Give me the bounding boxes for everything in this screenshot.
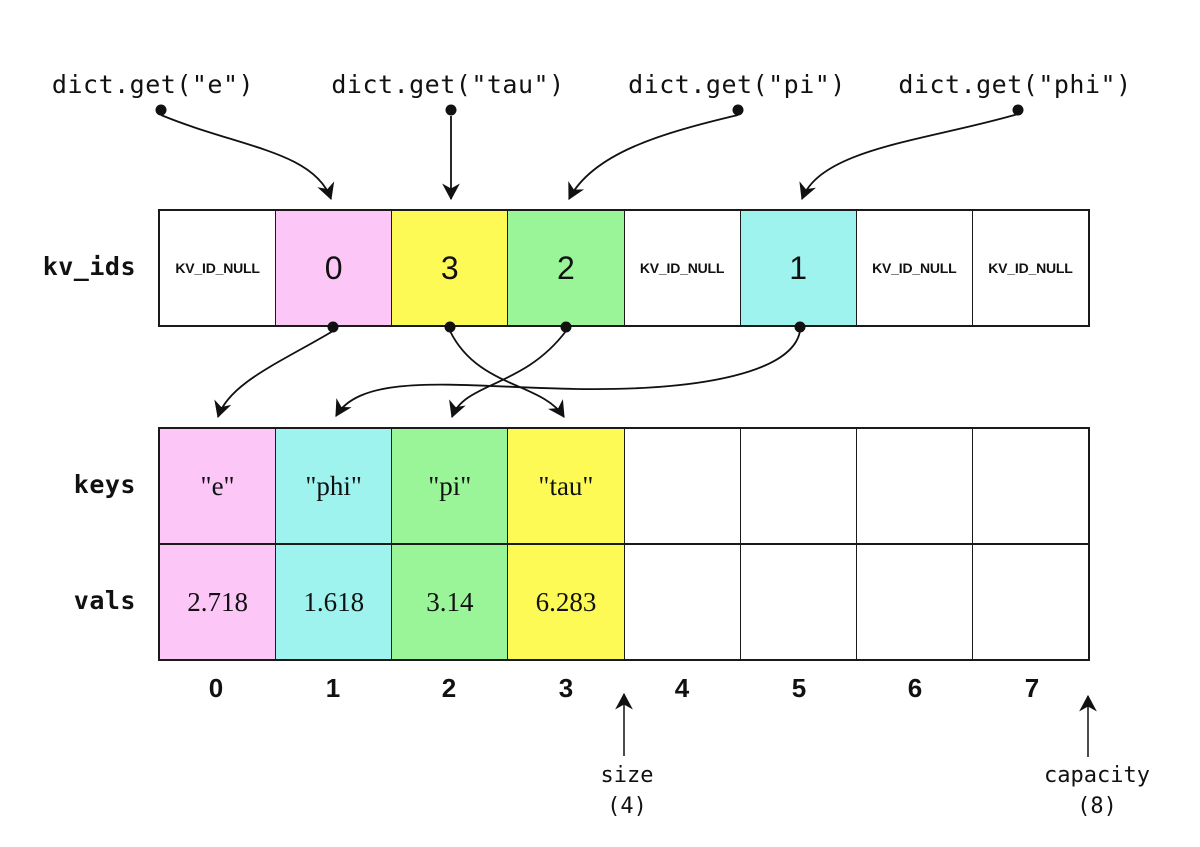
keys-cell-6 xyxy=(856,429,973,543)
kv-ids-cell-1: 0 xyxy=(276,211,393,325)
vals-cell-2: 3.14 xyxy=(392,545,509,659)
keys-cell-5 xyxy=(740,429,857,543)
vals-cell-7 xyxy=(972,545,1088,659)
vals-cell-3: 6.283 xyxy=(508,545,625,659)
keys-cell-0: "e" xyxy=(160,429,277,543)
capacity-value: (8) xyxy=(1077,794,1117,819)
index-label-5: 5 xyxy=(791,673,807,703)
keys-cell-1: "phi" xyxy=(276,429,393,543)
kv-ids-cell-2: 3 xyxy=(392,211,509,325)
call-label-get-tau: dict.get("tau") xyxy=(331,70,565,99)
index-label-2: 2 xyxy=(441,673,457,703)
keys-cell-2: "pi" xyxy=(392,429,509,543)
dot-get-pi xyxy=(732,104,744,116)
call-label-get-pi: dict.get("pi") xyxy=(628,70,846,99)
vals-cell-6 xyxy=(856,545,973,659)
arrow-id2-to-key-2 xyxy=(449,330,567,419)
call-label-get-phi: dict.get("phi") xyxy=(898,70,1132,99)
vals-cell-1: 1.618 xyxy=(276,545,393,659)
kv-ids-cell-3: 2 xyxy=(508,211,625,325)
arrow-id3-to-key-3 xyxy=(449,330,565,418)
index-label-1: 1 xyxy=(325,673,341,703)
kv-ids-cell-7: KV_ID_NULL xyxy=(972,211,1088,325)
kv-ids-row-label: kv_ids xyxy=(42,252,136,281)
kv-ids-cell-5: 1 xyxy=(740,211,857,325)
keys-row: "e" "phi" "pi" "tau" xyxy=(160,429,1088,543)
arrow-get-phi-to-slot-5 xyxy=(799,113,1019,201)
kv-ids-cell-6: KV_ID_NULL xyxy=(856,211,973,325)
arrow-get-pi-to-slot-3 xyxy=(568,114,739,200)
vals-row-label: vals xyxy=(73,586,136,615)
call-label-get-e: dict.get("e") xyxy=(51,70,255,99)
capacity-label: capacity xyxy=(1044,763,1150,788)
index-label-7: 7 xyxy=(1024,673,1040,703)
index-label-0: 0 xyxy=(208,673,224,703)
index-label-6: 6 xyxy=(907,673,923,703)
index-label-4: 4 xyxy=(674,673,690,703)
capacity-annotation: capacity (8) xyxy=(1007,760,1187,822)
keys-row-label: keys xyxy=(73,470,136,499)
vals-cell-4 xyxy=(624,545,741,659)
keys-cell-4 xyxy=(624,429,741,543)
dot-get-phi xyxy=(1012,104,1024,116)
kv-ids-cell-0: KV_ID_NULL xyxy=(160,211,277,325)
vals-cell-5 xyxy=(740,545,857,659)
size-value: (4) xyxy=(607,794,647,819)
kv-ids-cell-4: KV_ID_NULL xyxy=(624,211,741,325)
kv-ids-row: KV_ID_NULL 0 3 2 KV_ID_NULL 1 KV_ID_NULL… xyxy=(160,211,1088,325)
keys-cell-3: "tau" xyxy=(508,429,625,543)
size-label: size xyxy=(600,763,654,788)
kv-ids-array: KV_ID_NULL 0 3 2 KV_ID_NULL 1 KV_ID_NULL… xyxy=(158,209,1090,327)
vals-cell-0: 2.718 xyxy=(160,545,277,659)
vals-row: 2.718 1.618 3.14 6.283 xyxy=(160,543,1088,659)
dot-get-tau xyxy=(445,104,457,116)
arrow-get-e-to-slot-1 xyxy=(160,114,335,201)
keys-vals-array: "e" "phi" "pi" "tau" 2.718 1.618 3.14 6.… xyxy=(158,427,1090,661)
dot-get-e xyxy=(155,104,167,116)
index-label-3: 3 xyxy=(558,673,574,703)
arrow-id1-to-key-1 xyxy=(335,330,801,417)
arrow-id0-to-key-0 xyxy=(214,330,334,419)
keys-cell-7 xyxy=(972,429,1088,543)
size-annotation: size (4) xyxy=(537,760,717,822)
